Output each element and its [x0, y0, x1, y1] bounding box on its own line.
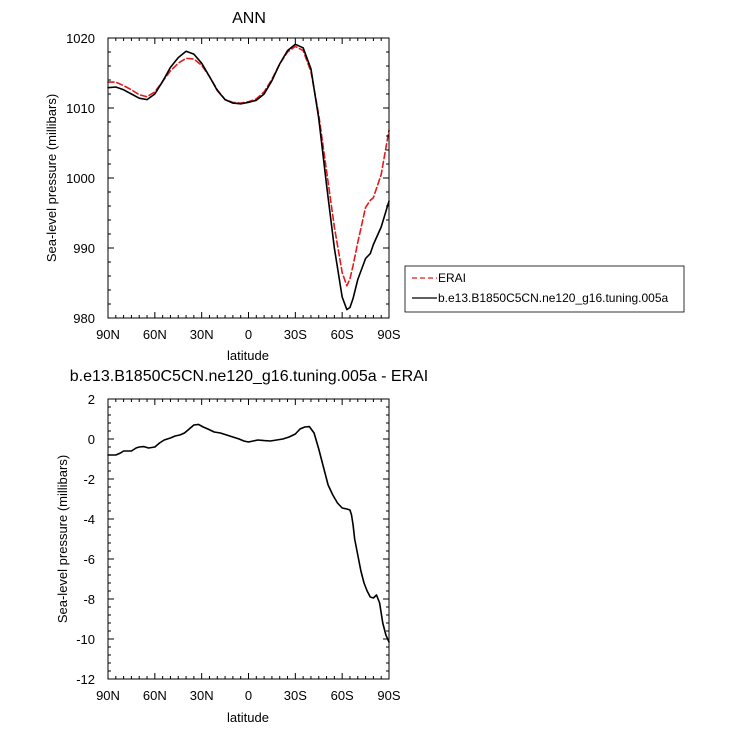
legend-erai-label: ERAI [438, 271, 466, 285]
top-y-tick-label: 990 [73, 241, 95, 256]
bottom-series-line-0 [107, 423, 390, 643]
top-plot-title: ANN [232, 10, 266, 27]
top-y-tick-label: 1020 [66, 31, 95, 46]
top-x-tick-label: 60N [143, 327, 167, 342]
bottom-plot-frame [107, 398, 390, 680]
top-series-line-0 [107, 45, 390, 287]
top-y-tick-label: 1010 [66, 101, 95, 116]
legend-box [404, 265, 685, 313]
bottom-y-tick-label: 2 [88, 392, 95, 407]
bottom-y-tick-label: -4 [83, 512, 95, 527]
bottom-x-tick-label: 0 [245, 688, 252, 703]
top-panel: ANN 90N 60N 30N 0 30S 60S 90S 980 990 1000 1010 10… [44, 10, 401, 363]
bottom-y-axis-title: Sea-level pressure (millibars) [55, 455, 70, 623]
top-x-axis-title: latitude [227, 348, 269, 363]
bottom-y-tick-label: -6 [83, 552, 95, 567]
top-x-ticks: 90N 60N 30N 0 30S 60S 90S [96, 38, 401, 342]
bottom-y-tick-label: -12 [76, 672, 95, 687]
bottom-y-ticks: -12 -10 -8 -6 -4 -2 0 2 [76, 392, 389, 687]
top-x-tick-label: 0 [245, 327, 252, 342]
top-x-tick-label: 90N [96, 327, 120, 342]
bottom-x-tick-label: 30S [284, 688, 307, 703]
legend: ERAI b.e13.B1850C5CN.ne120_g16.tuning.00… [404, 265, 685, 313]
top-y-tick-label: 980 [73, 311, 95, 326]
bottom-y-tick-label: 0 [88, 432, 95, 447]
top-y-tick-label: 1000 [66, 171, 95, 186]
top-y-ticks: 980 990 1000 1010 1020 [66, 31, 389, 326]
bottom-y-tick-label: -2 [83, 472, 95, 487]
bottom-y-tick-label: -10 [76, 632, 95, 647]
bottom-x-tick-label: 60N [143, 688, 167, 703]
top-x-tick-label: 90S [377, 327, 400, 342]
bottom-x-tick-label: 90S [377, 688, 400, 703]
bottom-series-lines [107, 423, 390, 643]
top-plot-frame [107, 37, 390, 319]
bottom-x-tick-label: 90N [96, 688, 120, 703]
bottom-y-tick-label: -8 [83, 592, 95, 607]
top-x-tick-label: 30S [284, 327, 307, 342]
bottom-plot-title: b.e13.B1850C5CN.ne120_g16.tuning.005a - … [70, 368, 428, 385]
top-x-tick-label: 60S [331, 327, 354, 342]
bottom-x-ticks: 90N 60N 30N 0 30S 60S 90S [96, 399, 401, 703]
bottom-x-tick-label: 60S [331, 688, 354, 703]
top-x-tick-label: 30N [190, 327, 214, 342]
top-y-axis-title: Sea-level pressure (millibars) [44, 94, 59, 262]
top-series-lines [107, 43, 390, 311]
top-series-line-1 [107, 43, 390, 311]
bottom-x-tick-label: 30N [190, 688, 214, 703]
bottom-panel: b.e13.B1850C5CN.ne120_g16.tuning.005a - … [55, 368, 428, 725]
bottom-x-axis-title: latitude [227, 710, 269, 725]
legend-model-label: b.e13.B1850C5CN.ne120_g16.tuning.005a [438, 291, 669, 305]
